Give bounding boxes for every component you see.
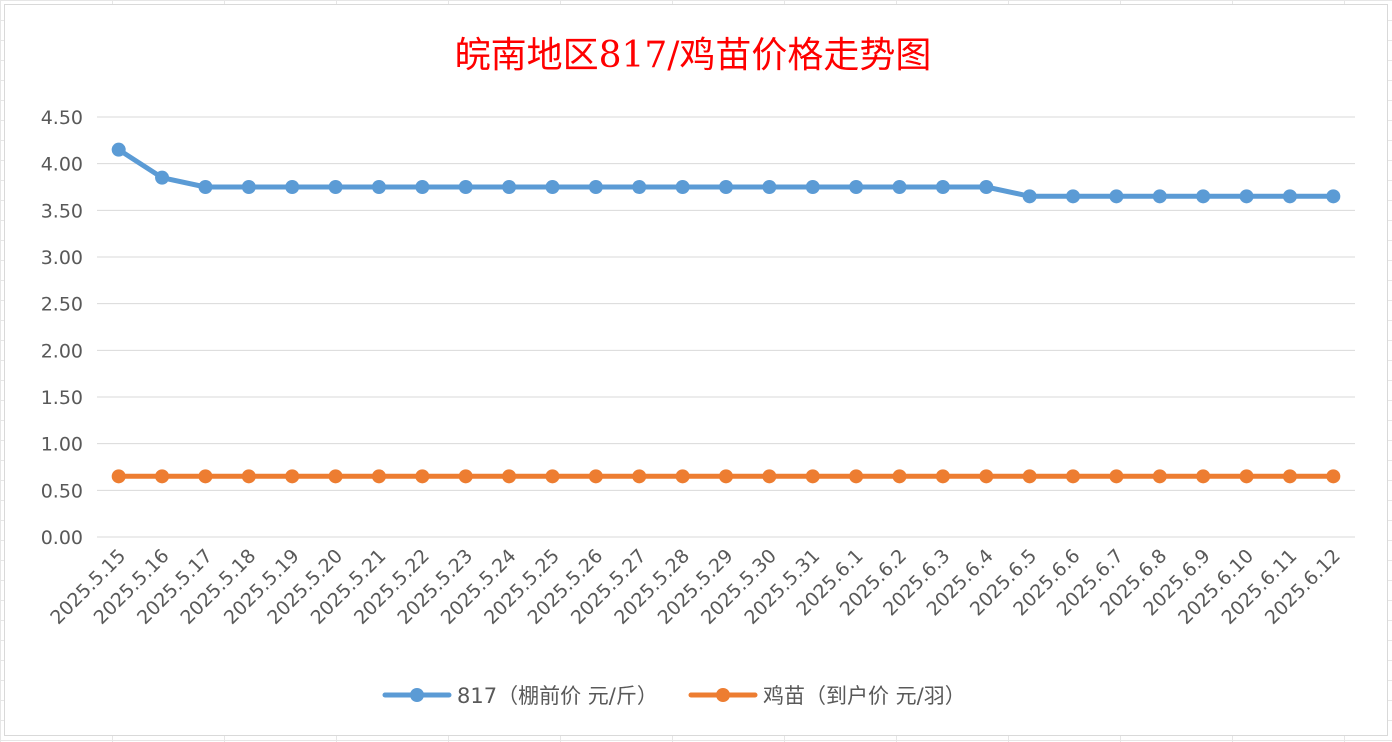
data-point <box>1152 189 1167 204</box>
y-tick-label: 1.50 <box>41 387 83 409</box>
y-tick-label: 3.50 <box>41 200 83 222</box>
data-point <box>1196 189 1211 204</box>
data-point <box>1326 189 1341 204</box>
data-point <box>458 180 473 194</box>
data-point <box>1152 469 1167 484</box>
y-tick-label: 1.00 <box>41 434 83 456</box>
data-point <box>675 180 690 194</box>
data-point <box>805 469 820 484</box>
data-point <box>1196 469 1211 484</box>
chart-area[interactable]: 皖南地区817/鸡苗价格走势图 0.00 0.50 1.00 1.50 2.00 2.50… <box>4 4 1388 736</box>
legend-label: 鸡苗（到户价 元/羽） <box>763 684 966 708</box>
data-point <box>198 469 213 484</box>
data-point <box>545 180 560 194</box>
data-point <box>588 469 603 484</box>
gridlines <box>97 116 1355 538</box>
data-point <box>1022 189 1037 204</box>
series-2 <box>111 469 1341 484</box>
data-point <box>892 180 907 194</box>
data-point <box>892 469 907 484</box>
data-point <box>198 180 213 194</box>
data-point <box>1066 469 1081 484</box>
x-axis-tick-labels: 2025.5.152025.5.162025.5.172025.5.182025… <box>46 545 1345 629</box>
data-point <box>979 469 994 484</box>
data-point <box>1282 469 1297 484</box>
data-point <box>979 180 994 194</box>
series-1 <box>111 142 1341 204</box>
legend-marker <box>410 688 424 702</box>
data-point <box>241 469 256 484</box>
data-point <box>155 170 170 185</box>
y-axis-tick-labels: 0.00 0.50 1.00 1.50 2.00 2.50 3.00 3.50 4.00 4.50 <box>41 107 83 549</box>
data-point <box>111 142 126 157</box>
data-point <box>285 180 300 194</box>
data-point <box>458 469 473 484</box>
data-point <box>849 469 864 484</box>
data-point <box>935 469 950 484</box>
data-point <box>328 180 343 194</box>
data-point <box>1022 469 1037 484</box>
data-point <box>849 180 864 194</box>
data-point <box>1239 469 1254 484</box>
data-point <box>675 469 690 484</box>
data-point <box>545 469 560 484</box>
legend-label: 817（棚前价 元/斤） <box>457 684 658 708</box>
data-point <box>935 180 950 194</box>
data-point <box>415 469 430 484</box>
y-tick-label: 0.00 <box>41 527 83 549</box>
y-tick-label: 3.00 <box>41 247 83 269</box>
data-point <box>588 180 603 194</box>
y-tick-label: 2.00 <box>41 340 83 362</box>
data-point <box>241 180 256 194</box>
legend-item[interactable]: 817（棚前价 元/斤） <box>382 684 658 708</box>
data-point <box>1326 469 1341 484</box>
data-point <box>155 469 170 484</box>
data-point <box>719 469 733 484</box>
data-point <box>371 180 386 194</box>
y-tick-label: 2.50 <box>41 294 83 316</box>
data-point <box>415 180 430 194</box>
data-point <box>285 469 300 484</box>
y-tick-label: 0.50 <box>41 480 83 502</box>
y-tick-label: 4.00 <box>41 154 83 176</box>
data-point <box>805 180 820 194</box>
data-point <box>632 469 647 484</box>
data-point <box>1066 189 1081 204</box>
data-point <box>371 469 386 484</box>
data-point <box>1282 189 1297 204</box>
data-point <box>762 180 777 194</box>
data-point <box>1109 189 1124 204</box>
data-point <box>1239 189 1254 204</box>
data-point <box>502 469 517 484</box>
data-point <box>328 469 343 484</box>
legend-marker <box>716 688 730 702</box>
data-point <box>502 180 517 194</box>
legend-item[interactable]: 鸡苗（到户价 元/羽） <box>688 684 966 708</box>
legend[interactable]: 817（棚前价 元/斤） 鸡苗（到户价 元/羽） <box>382 684 966 708</box>
data-point <box>1109 469 1124 484</box>
data-point <box>111 469 126 484</box>
y-tick-label: 4.50 <box>41 107 83 129</box>
data-point <box>632 180 647 194</box>
chart-title: 皖南地区817/鸡苗价格走势图 <box>455 35 932 76</box>
data-point <box>762 469 777 484</box>
line-chart: 皖南地区817/鸡苗价格走势图 0.00 0.50 1.00 1.50 2.00 2.50… <box>41 35 1355 708</box>
data-point <box>719 180 733 194</box>
series-lines <box>111 142 1341 484</box>
